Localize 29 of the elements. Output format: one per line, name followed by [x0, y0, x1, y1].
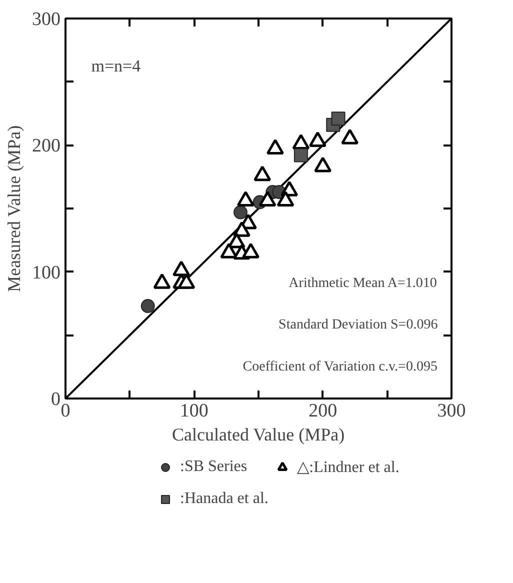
annotation: Arithmetic Mean A=1.010	[288, 276, 437, 291]
point	[242, 242, 260, 258]
annotation: Standard Deviation S=0.096	[278, 318, 438, 333]
legend-label: :Hanada et al.	[180, 490, 268, 508]
point	[341, 128, 359, 144]
y-axis-title: Measured Value (MPa)	[4, 125, 24, 292]
annotation: m=n=4	[91, 56, 142, 76]
y-tick-label: 100	[32, 262, 60, 284]
legend-label: :SB Series	[180, 458, 248, 476]
y-tick-label: 200	[32, 136, 60, 157]
point	[292, 134, 310, 150]
point	[314, 156, 332, 172]
legend-label: △:Lindner et al.	[297, 458, 400, 477]
point	[172, 260, 190, 276]
x-tick-label: 100	[180, 400, 208, 422]
x-tick-label: 200	[308, 400, 338, 422]
point	[233, 221, 251, 237]
point	[266, 139, 284, 155]
point	[276, 190, 294, 206]
point	[254, 166, 272, 182]
point	[258, 190, 276, 206]
x-tick-label: 300	[437, 400, 466, 422]
point	[220, 242, 238, 258]
annotation: Coefficient of Variation c.v.=0.095	[242, 359, 438, 374]
y-tick-label: 300	[32, 9, 60, 30]
point	[308, 131, 326, 147]
point	[236, 190, 254, 206]
point	[153, 273, 171, 289]
x-axis-title: Calculated Value (MPa)	[172, 424, 345, 444]
